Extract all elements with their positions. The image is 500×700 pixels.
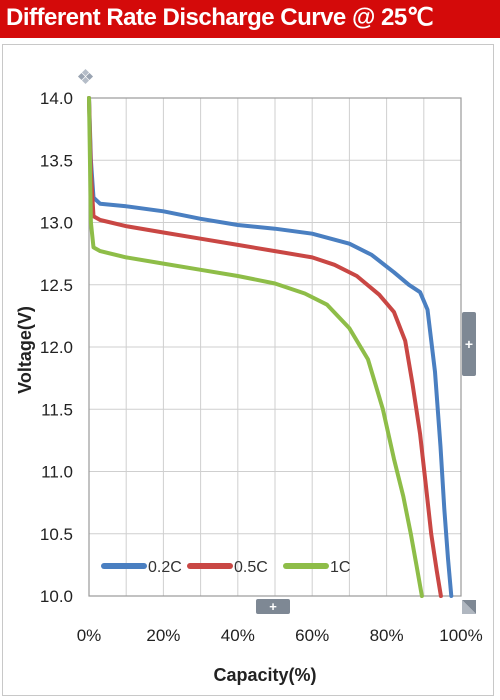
y-tick-label: 10.0 [40, 587, 73, 606]
y-axis-title: Voltage(V) [15, 306, 35, 394]
series-line-1c [87, 96, 424, 598]
move-handle-icon [77, 68, 94, 85]
svg-text:+: + [269, 599, 277, 614]
axes: 10.0 10.5 11.0 11.5 12.0 12.5 13.0 13.5 14.0 0% 20… [40, 89, 483, 645]
title-bar: Different Rate Discharge Curve @ 25℃ [0, 0, 500, 38]
x-tick-label: 100% [439, 626, 482, 645]
x-tick-label: 40% [221, 626, 255, 645]
y-tick-label: 14.0 [40, 89, 73, 108]
x-axis-title: Capacity(%) [213, 665, 316, 685]
right-resize-handle-icon[interactable]: + [462, 312, 476, 376]
corner-resize-handle-icon[interactable] [462, 600, 476, 614]
y-tick-label: 11.5 [41, 400, 73, 419]
series-line-0-2c [87, 96, 454, 598]
series-line-0-5c [87, 96, 443, 598]
x-tick-label: 60% [295, 626, 329, 645]
y-tick-label: 11.0 [41, 463, 73, 482]
x-tick-label: 0% [77, 626, 102, 645]
y-tick-label: 13.0 [40, 214, 73, 233]
y-tick-label: 10.5 [40, 525, 73, 544]
legend: 0.2C 0.5C 1C [101, 559, 350, 576]
bottom-resize-handle-icon[interactable]: + [256, 599, 290, 614]
chart-title: Different Rate Discharge Curve @ 25℃ [6, 4, 434, 31]
series-lines [87, 96, 454, 598]
plot-area-border [88, 97, 462, 597]
y-tick-label: 12.5 [40, 276, 73, 295]
svg-text:+: + [465, 336, 473, 352]
legend-label: 0.5C [234, 559, 268, 576]
y-tick-label: 12.0 [40, 338, 73, 357]
legend-label: 1C [330, 559, 350, 576]
legend-label: 0.2C [148, 559, 182, 576]
x-tick-label: 20% [146, 626, 180, 645]
y-tick-label: 13.5 [40, 151, 73, 170]
x-tick-label: 80% [370, 626, 404, 645]
